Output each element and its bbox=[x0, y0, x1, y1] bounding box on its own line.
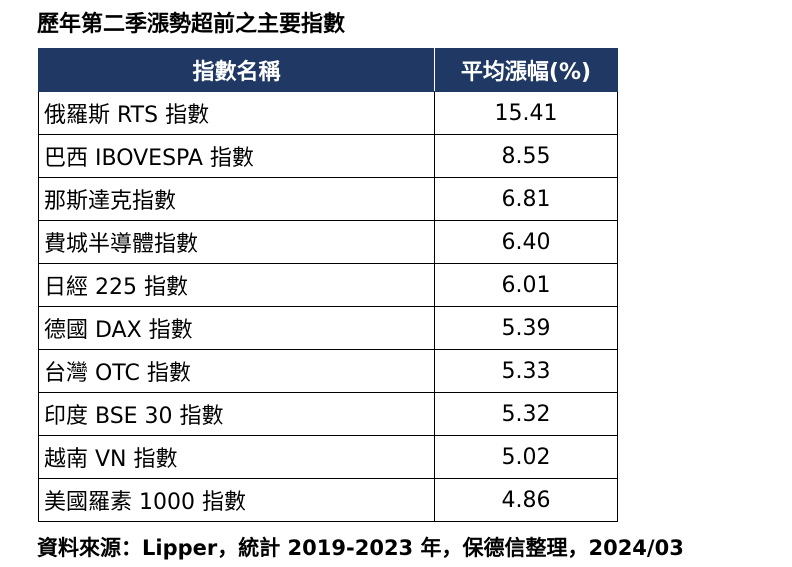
table-row: 那斯達克指數 6.81 bbox=[38, 177, 618, 221]
table-header-row: 指數名稱 平均漲幅(%) bbox=[38, 48, 618, 92]
table-row: 德國 DAX 指數 5.39 bbox=[38, 306, 618, 350]
table-row: 印度 BSE 30 指數 5.32 bbox=[38, 392, 618, 436]
index-name-cell: 美國羅素 1000 指數 bbox=[38, 478, 435, 522]
average-gain-cell: 15.41 bbox=[434, 91, 618, 135]
table-row: 越南 VN 指數 5.02 bbox=[38, 435, 618, 479]
table-row: 台灣 OTC 指數 5.33 bbox=[38, 349, 618, 393]
index-name-cell: 費城半導體指數 bbox=[38, 220, 435, 264]
column-header-average-gain: 平均漲幅(%) bbox=[434, 48, 618, 92]
source-note: 資料來源：Lipper，統計 2019-2023 年，保德信整理，2024/03 bbox=[37, 536, 684, 560]
index-name-cell: 越南 VN 指數 bbox=[38, 435, 435, 479]
index-name-cell: 日經 225 指數 bbox=[38, 263, 435, 307]
average-gain-cell: 6.40 bbox=[434, 220, 618, 264]
average-gain-cell: 4.86 bbox=[434, 478, 618, 522]
table-row: 俄羅斯 RTS 指數 15.41 bbox=[38, 91, 618, 135]
index-name-cell: 德國 DAX 指數 bbox=[38, 306, 435, 350]
column-header-index-name: 指數名稱 bbox=[38, 48, 435, 92]
index-performance-table: 指數名稱 平均漲幅(%) 俄羅斯 RTS 指數 15.41 巴西 IBOVESP… bbox=[38, 48, 618, 522]
index-name-cell: 俄羅斯 RTS 指數 bbox=[38, 91, 435, 135]
average-gain-cell: 5.39 bbox=[434, 306, 618, 350]
index-name-cell: 巴西 IBOVESPA 指數 bbox=[38, 134, 435, 178]
index-name-cell: 台灣 OTC 指數 bbox=[38, 349, 435, 393]
average-gain-cell: 8.55 bbox=[434, 134, 618, 178]
table-row: 日經 225 指數 6.01 bbox=[38, 263, 618, 307]
average-gain-cell: 6.81 bbox=[434, 177, 618, 221]
index-name-cell: 印度 BSE 30 指數 bbox=[38, 392, 435, 436]
average-gain-cell: 5.32 bbox=[434, 392, 618, 436]
table-row: 費城半導體指數 6.40 bbox=[38, 220, 618, 264]
table-row: 巴西 IBOVESPA 指數 8.55 bbox=[38, 134, 618, 178]
page-title: 歷年第二季漲勢超前之主要指數 bbox=[37, 12, 346, 37]
index-name-cell: 那斯達克指數 bbox=[38, 177, 435, 221]
average-gain-cell: 6.01 bbox=[434, 263, 618, 307]
average-gain-cell: 5.33 bbox=[434, 349, 618, 393]
average-gain-cell: 5.02 bbox=[434, 435, 618, 479]
table-row: 美國羅素 1000 指數 4.86 bbox=[38, 478, 618, 522]
